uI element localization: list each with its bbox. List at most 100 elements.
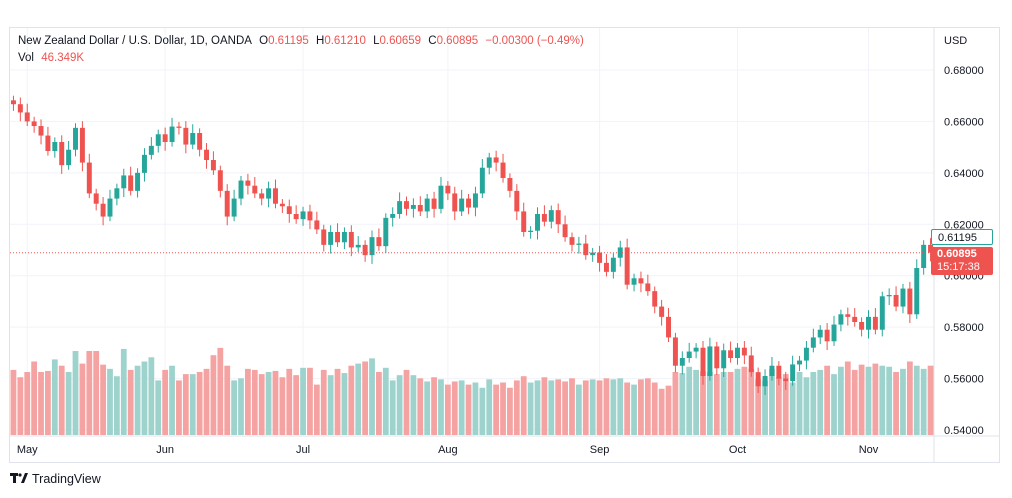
candle-body [631,278,637,285]
candle-body [128,175,134,191]
volume-bar [293,375,300,435]
candle-body [217,170,223,191]
volume-bar [86,351,93,435]
candle-body [762,376,768,387]
volume-bar [879,365,886,435]
brand-name: TradingView [32,472,101,486]
candle-body [328,232,334,245]
volume-bar [900,368,906,435]
volume-bar [927,365,934,435]
symbol-title[interactable]: New Zealand Dollar / U.S. Dollar, 1D, OA… [18,35,252,47]
volume-bar [755,379,762,435]
candle-body [700,347,706,376]
volume-bar [507,387,513,435]
candle-body [803,347,809,361]
volume-bar [210,355,217,435]
candle-body [335,232,341,243]
time-tick-label: Jun [156,444,174,456]
candle-body [431,198,437,209]
candle-body [838,314,844,325]
candle-body [245,180,251,186]
volume-bar [727,372,734,435]
candle-body [190,133,196,145]
low-value: L0.60659 [373,35,422,47]
tradingview-brand[interactable]: TradingView [10,472,101,486]
volume-bar [810,372,817,435]
volume-bar [217,347,224,435]
volume-bar [603,378,610,435]
candle-body [562,224,568,238]
volume-bar [831,374,837,435]
high-price-label: 0.61195 [931,229,993,245]
candle-body [659,306,665,317]
volume-bar [45,370,51,435]
time-tick-label: Aug [438,444,458,456]
candle-body [541,214,547,222]
volume-bar [775,377,782,435]
candle-body [893,295,899,307]
candle-body [548,210,554,222]
candle-body [169,126,175,142]
volume-bar [286,368,293,435]
candle-body [569,237,575,245]
volume-bar [100,364,106,435]
candle-body [914,268,920,315]
candle-body [279,203,285,207]
candle-body [438,185,444,209]
time-tick-label: Oct [729,444,746,456]
volume-bar [79,363,86,435]
candle-body [141,154,147,173]
volume-bar [203,368,210,435]
candle-body [224,190,230,217]
volume-bar [541,377,548,435]
candle-body [610,257,616,272]
volume-bar [24,372,31,435]
volume-bar [479,387,486,435]
volume-bar [513,380,520,435]
currency-label: USD [944,35,967,47]
volume-bar [444,384,451,435]
candle-body [907,288,913,315]
volume-bar [313,384,320,435]
candle-body [452,193,458,212]
open-value: O0.61195 [259,35,309,47]
volume-bar [838,366,844,435]
bar-countdown: 15:17:38 [937,261,980,273]
volume-bar [486,379,493,435]
volume-bar [431,377,437,435]
volume-bar [279,377,286,435]
time-tick-label: May [17,444,38,456]
candle-body [576,243,582,245]
volume-bar [596,380,603,435]
volume-bar [569,378,575,435]
volume-legend[interactable]: Vol 46.349K [18,52,88,64]
volume-bar [438,379,444,435]
volume-bar [582,380,589,435]
last-price-label: 0.60895 15:17:38 [931,247,993,275]
candle-body [397,201,403,214]
candle-body [231,198,237,217]
symbol-legend[interactable]: New Zealand Dollar / U.S. Dollar, 1D, OA… [18,35,588,47]
volume-bar [872,363,879,435]
candle-body [879,296,885,330]
volume-bar [562,381,568,435]
volume-bar [693,369,700,435]
volume-bar [500,382,506,435]
volume-bar [148,357,155,435]
candle-body [507,178,513,191]
volume-bar [762,380,768,435]
candle-body [817,329,823,338]
volume-label: Vol [18,52,34,64]
high-value: H0.61210 [316,35,366,47]
volume-bar [265,372,272,435]
candle-body [652,291,658,307]
candle-body [776,365,782,379]
candle-body [472,193,478,208]
candle-body [45,135,51,151]
volume-bar [886,366,893,435]
candle-body [341,232,347,243]
candle-body [459,198,465,212]
candle-body [17,104,23,113]
volume-bar [127,369,134,435]
